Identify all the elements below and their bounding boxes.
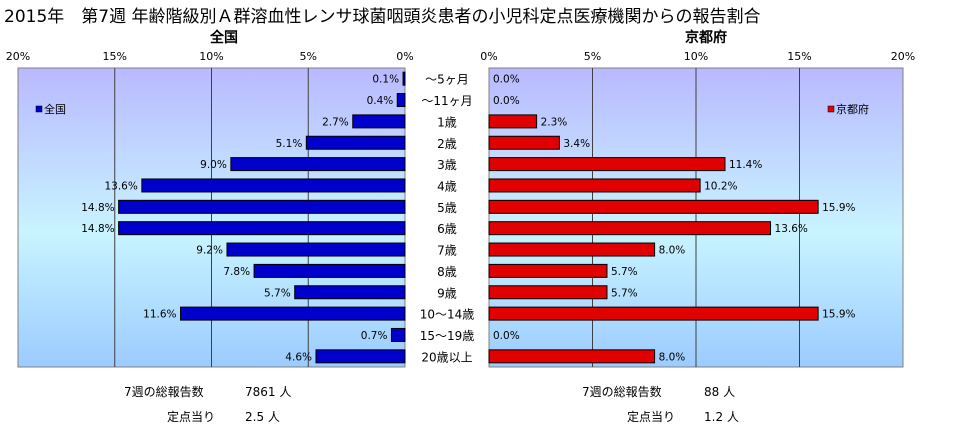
category-label: 20歳以上 xyxy=(421,350,472,364)
right-data-label: 5.7% xyxy=(611,287,638,299)
right-legend-swatch xyxy=(827,105,835,113)
right-legend-label: 京都府 xyxy=(836,102,869,116)
category-label: 6歳 xyxy=(437,222,457,236)
right-data-label: 8.0% xyxy=(659,245,686,257)
category-label: ～11ヶ月 xyxy=(421,94,472,108)
left-bar xyxy=(315,349,406,364)
category-label: 9歳 xyxy=(437,286,457,300)
right-tick-label: 0% xyxy=(480,50,497,63)
category-label: 1歳 xyxy=(437,115,457,129)
right-tick-label: 20% xyxy=(891,50,915,63)
left-bar xyxy=(118,199,406,214)
right-total-label: 7週の総報告数 xyxy=(582,385,662,399)
right-data-label: 0.0% xyxy=(493,330,520,342)
right-tick-label: 5% xyxy=(584,50,601,63)
category-label: ～5ヶ月 xyxy=(425,73,469,87)
right-data-label: 2.3% xyxy=(541,116,568,128)
right-data-label: 8.0% xyxy=(659,351,686,363)
category-label: 8歳 xyxy=(437,265,457,279)
left-bar xyxy=(396,93,406,108)
left-bar xyxy=(180,306,406,321)
right-total-value: 88 人 xyxy=(704,385,736,399)
left-panel-title: 全国 xyxy=(210,30,238,46)
category-label: 3歳 xyxy=(437,158,457,172)
right-panel-title: 京都府 xyxy=(685,30,727,46)
left-legend-label: 全国 xyxy=(44,102,66,116)
right-bar xyxy=(488,157,726,172)
left-tick-label: 5% xyxy=(300,50,317,63)
right-bar xyxy=(488,199,819,214)
right-bar xyxy=(488,114,538,129)
left-per-value: 2.5 人 xyxy=(245,410,280,424)
right-bar xyxy=(488,242,656,257)
chart-title: 2015年 第7週 年齢階級別Ａ群溶血性レンサ球菌咽頭炎患者の小児科定点医療機関… xyxy=(4,7,761,27)
left-bar xyxy=(141,178,406,193)
right-bar xyxy=(488,349,656,364)
left-data-label: 0.1% xyxy=(372,74,399,86)
left-total-label: 7週の総報告数 xyxy=(124,385,204,399)
left-data-label: 5.1% xyxy=(276,138,303,150)
left-data-label: 7.8% xyxy=(223,266,250,278)
left-data-label: 13.6% xyxy=(104,180,137,192)
left-data-label: 9.0% xyxy=(200,159,227,171)
left-data-label: 4.6% xyxy=(285,351,312,363)
category-label: 2歳 xyxy=(437,137,457,151)
left-bar xyxy=(402,71,406,86)
left-bar xyxy=(253,263,406,278)
category-label: 10～14歳 xyxy=(420,308,475,322)
left-data-label: 2.7% xyxy=(322,116,349,128)
right-data-label: 0.0% xyxy=(493,74,520,86)
left-total-value: 7861 人 xyxy=(245,385,292,399)
right-bar xyxy=(488,263,608,278)
right-tick-label: 10% xyxy=(684,50,708,63)
left-per-label: 定点当り xyxy=(167,410,216,424)
category-label: 5歳 xyxy=(437,201,457,215)
right-data-label: 15.9% xyxy=(822,202,855,214)
right-data-label: 10.2% xyxy=(704,180,737,192)
left-bar xyxy=(226,242,406,257)
right-tick-label: 15% xyxy=(787,50,811,63)
left-data-label: 11.6% xyxy=(143,309,176,321)
left-legend-swatch xyxy=(35,105,43,113)
right-data-label: 0.0% xyxy=(493,95,520,107)
right-per-label: 定点当り xyxy=(627,410,676,424)
left-data-label: 0.7% xyxy=(361,330,388,342)
left-bar xyxy=(294,285,406,300)
left-bar xyxy=(118,221,406,236)
left-bar xyxy=(390,327,406,342)
left-tick-label: 10% xyxy=(199,50,223,63)
left-tick-label: 0% xyxy=(396,50,413,63)
left-data-label: 9.2% xyxy=(196,245,223,257)
right-data-label: 5.7% xyxy=(611,266,638,278)
right-data-label: 13.6% xyxy=(775,223,808,235)
right-bar xyxy=(488,285,608,300)
right-data-label: 3.4% xyxy=(563,138,590,150)
left-bar xyxy=(352,114,406,129)
left-data-label: 0.4% xyxy=(367,95,394,107)
left-data-label: 14.8% xyxy=(81,202,114,214)
right-data-label: 11.4% xyxy=(729,159,762,171)
right-bar xyxy=(488,221,772,236)
category-label: 7歳 xyxy=(437,244,457,258)
left-tick-label: 20% xyxy=(6,50,30,63)
category-label: 4歳 xyxy=(437,179,457,193)
left-data-label: 5.7% xyxy=(264,287,291,299)
right-data-label: 15.9% xyxy=(822,309,855,321)
left-data-label: 14.8% xyxy=(81,223,114,235)
right-bar xyxy=(488,306,819,321)
right-per-value: 1.2 人 xyxy=(704,410,739,424)
category-label: 15～19歳 xyxy=(420,329,475,343)
left-bar xyxy=(305,135,406,150)
right-bar xyxy=(488,178,701,193)
left-tick-label: 15% xyxy=(103,50,127,63)
right-bar xyxy=(488,135,560,150)
left-bar xyxy=(230,157,406,172)
